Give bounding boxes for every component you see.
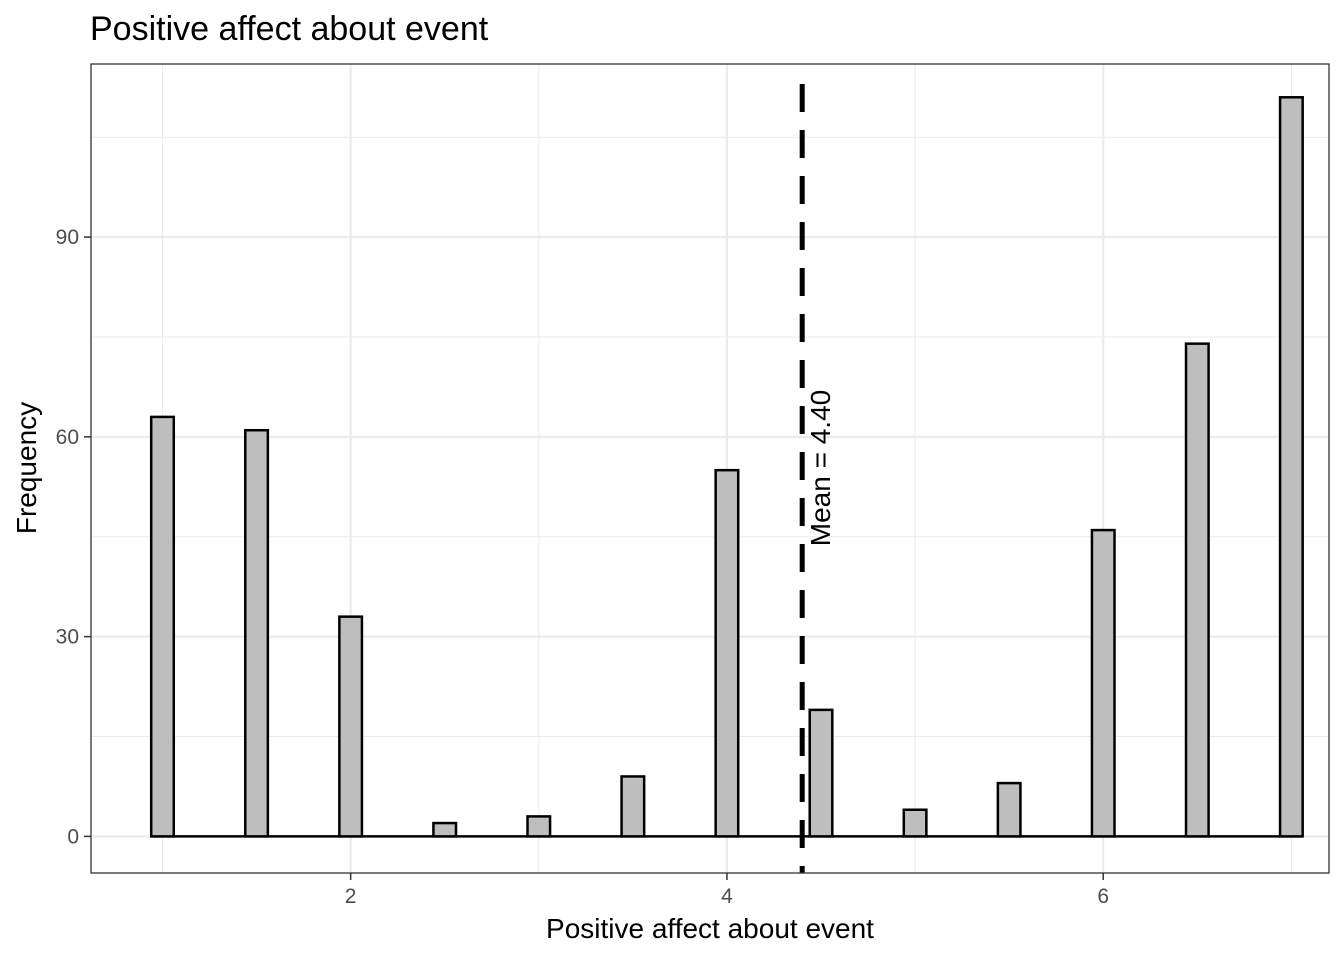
bar bbox=[432, 821, 458, 838]
y-tick-label: 0 bbox=[67, 825, 79, 848]
minor-gridlines bbox=[91, 64, 1329, 873]
chart-title: Positive affect about event bbox=[90, 10, 489, 48]
bar bbox=[808, 708, 834, 838]
panel-border bbox=[90, 63, 1330, 874]
bar bbox=[996, 781, 1022, 838]
x-tick-label: 4 bbox=[721, 885, 733, 908]
y-tick-label: 30 bbox=[56, 626, 79, 649]
mean-label: Mean = 4.40 bbox=[805, 390, 836, 546]
bar bbox=[1184, 342, 1210, 838]
major-gridlines bbox=[91, 64, 1329, 873]
x-tick-label: 2 bbox=[345, 885, 357, 908]
bar bbox=[1278, 96, 1304, 838]
y-tick-label: 60 bbox=[56, 426, 79, 449]
bar bbox=[526, 815, 552, 838]
y-axis-title: Frequency bbox=[11, 402, 42, 534]
bar bbox=[902, 808, 928, 838]
bar bbox=[338, 615, 364, 838]
mean-annotation: Mean = 4.40 bbox=[799, 84, 836, 873]
bar bbox=[620, 775, 646, 838]
bar bbox=[714, 468, 740, 838]
y-axis-ticks: 0 30 60 90 bbox=[56, 226, 91, 848]
bar bbox=[1090, 528, 1116, 838]
y-tick-label: 90 bbox=[56, 226, 79, 249]
x-axis-title: Positive affect about event bbox=[546, 913, 874, 944]
x-tick-label: 6 bbox=[1097, 885, 1109, 908]
bars bbox=[149, 96, 1304, 838]
bar bbox=[149, 415, 176, 838]
x-axis-ticks: 2 4 6 bbox=[345, 873, 1109, 908]
bar bbox=[244, 428, 270, 838]
